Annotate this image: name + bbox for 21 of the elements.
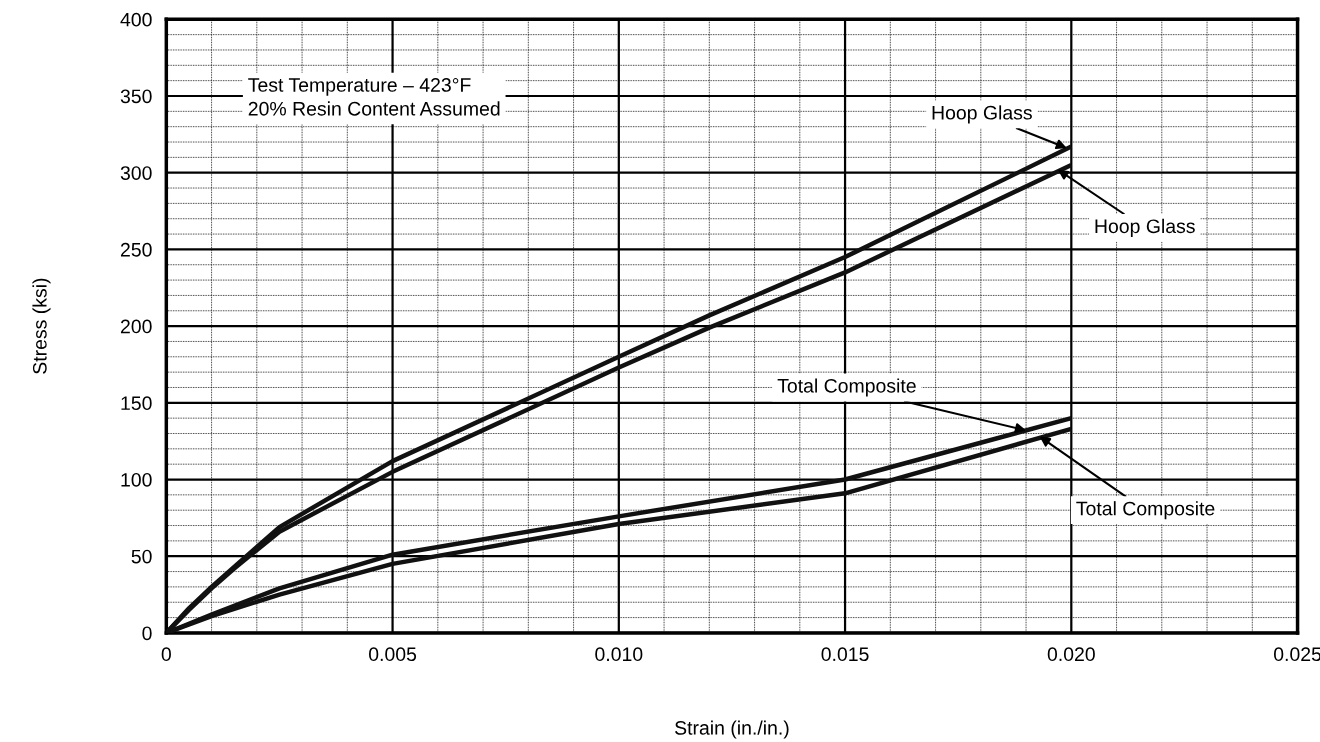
x-tick-label: 0.015 — [821, 647, 869, 662]
x-tick-label: 0 — [161, 647, 171, 662]
y-tick-label: 50 — [131, 549, 152, 564]
y-tick-label: 400 — [120, 12, 152, 27]
annotation: Hoop Glass — [1095, 218, 1195, 237]
x-tick-label: 0.020 — [1047, 647, 1095, 662]
y-tick-label: 200 — [120, 319, 152, 334]
annotation: Total Composite — [1076, 501, 1215, 520]
y-tick-label: 300 — [120, 166, 152, 180]
annotation: Hoop Glass — [932, 105, 1032, 124]
annotation: Total Composite — [777, 378, 916, 397]
annotation: Test Temperature – 423°F 20% Resin Content Assumed — [248, 78, 500, 116]
y-tick-label: 350 — [120, 89, 152, 104]
x-tick-label: 0.010 — [595, 647, 643, 662]
y-tick-label: 100 — [121, 472, 152, 487]
x-axis-title: Strain (in./in.) — [675, 720, 789, 739]
x-tick-label: 0.005 — [369, 647, 417, 662]
y-tick-label: 250 — [120, 242, 152, 257]
y-axis-title: Stress (ksi) — [32, 278, 51, 374]
y-tick-label: 0 — [142, 626, 152, 641]
y-tick-label: 150 — [121, 396, 152, 411]
